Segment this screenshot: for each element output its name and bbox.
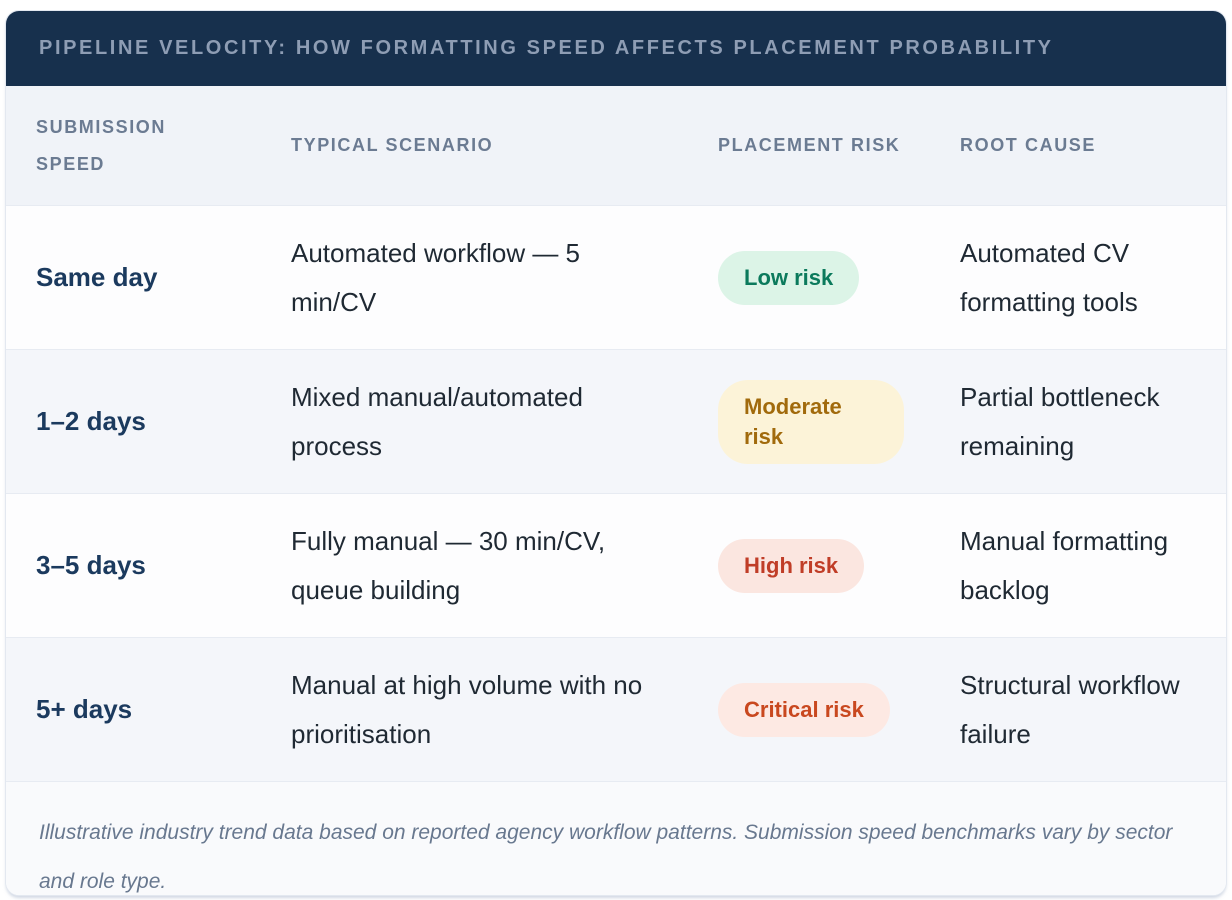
column-header-placement-risk: PLACEMENT RISK — [718, 135, 901, 155]
table-title: PIPELINE VELOCITY: HOW FORMATTING SPEED … — [39, 37, 1054, 59]
risk-cell: Critical risk — [718, 682, 960, 737]
speed-cell: Same day — [36, 262, 158, 292]
pipeline-velocity-table-card: PIPELINE VELOCITY: HOW FORMATTING SPEED … — [5, 10, 1227, 896]
cause-cell: Automated CV formatting tools — [960, 237, 1138, 317]
risk-badge-critical: Critical risk — [718, 682, 890, 737]
column-header-root-cause: ROOT CAUSE — [960, 135, 1097, 155]
speed-cell: 1–2 days — [36, 406, 146, 436]
footnote-row: Illustrative industry trend data based o… — [6, 782, 1226, 895]
cause-cell: Structural workflow failure — [960, 669, 1180, 749]
table-row-same-day: Same day Automated workflow — 5 min/CV L… — [6, 206, 1226, 350]
scenario-cell: Fully manual — 30 min/CV, queue building — [291, 525, 606, 605]
risk-badge-high: High risk — [718, 538, 865, 593]
column-header-row: SUBMISSION SPEED TYPICAL SCENARIO PLACEM… — [6, 86, 1226, 206]
risk-badge-moderate: Moderate risk — [718, 379, 904, 464]
risk-cell: High risk — [718, 538, 960, 593]
table-row-3-5-days: 3–5 days Fully manual — 30 min/CV, queue… — [6, 494, 1226, 638]
table-row-1-2-days: 1–2 days Mixed manual/automated process … — [6, 350, 1226, 494]
table-title-bar: PIPELINE VELOCITY: HOW FORMATTING SPEED … — [6, 11, 1226, 86]
column-header-submission-speed: SUBMISSION SPEED — [36, 116, 167, 174]
table-row-5-plus-days: 5+ days Manual at high volume with no pr… — [6, 638, 1226, 782]
column-header-typical-scenario: TYPICAL SCENARIO — [291, 135, 494, 155]
scenario-cell: Automated workflow — 5 min/CV — [291, 237, 581, 317]
scenario-cell: Mixed manual/automated process — [291, 381, 583, 461]
footnote-text: Illustrative industry trend data based o… — [39, 821, 1173, 893]
scenario-cell: Manual at high volume with no prioritisa… — [291, 669, 643, 749]
cause-cell: Manual formatting backlog — [960, 525, 1169, 605]
risk-cell: Low risk — [718, 250, 960, 305]
speed-cell: 3–5 days — [36, 550, 146, 580]
risk-badge-low: Low risk — [718, 250, 860, 305]
cause-cell: Partial bottleneck remaining — [960, 381, 1160, 461]
risk-cell: Moderate risk — [718, 379, 960, 464]
speed-cell: 5+ days — [36, 694, 133, 724]
